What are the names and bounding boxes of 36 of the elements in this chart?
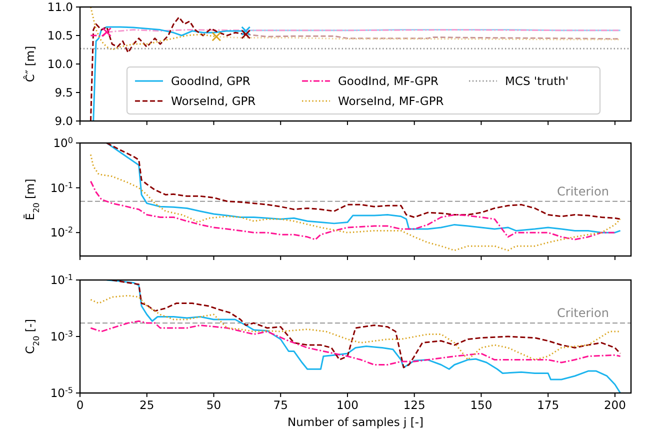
y-tick-label: 10$^{-5}$ — [50, 386, 73, 400]
x-tick-label: 150 — [470, 398, 492, 412]
y-tick-label: 10.0 — [47, 57, 73, 71]
x-tick-label: 125 — [403, 398, 426, 412]
line-series — [90, 7, 218, 50]
y-tick-label: 9.0 — [54, 114, 73, 128]
line-series — [111, 280, 622, 368]
y-axis-title: Ĉ″ [m] — [23, 46, 37, 82]
x-tick-label: 75 — [273, 398, 288, 412]
x-tick-label: 200 — [604, 398, 626, 412]
x-tick-label: 50 — [206, 398, 222, 412]
y-tick-label: 10$^{-2}$ — [50, 225, 73, 240]
line-series — [90, 154, 622, 252]
line-series — [90, 294, 622, 361]
legend-label: MCS 'truth' — [505, 74, 569, 88]
x-tick-label: 25 — [140, 398, 154, 412]
ref-line-label: Criterion — [557, 184, 609, 198]
legend-label: WorseInd, GPR — [171, 94, 256, 108]
y-tick-label: 10$^{-1}$ — [50, 272, 73, 287]
legend-label: GoodInd, MF-GPR — [338, 74, 439, 88]
y-tick-label: 10$^{-1}$ — [50, 180, 73, 195]
ref-line-label: Criterion — [557, 306, 609, 320]
y-tick-label: 10$^{-3}$ — [50, 329, 73, 344]
y-tick-label: 10$^{0}$ — [53, 136, 73, 150]
x-tick-label: 0 — [76, 398, 84, 412]
line-series — [90, 320, 622, 366]
y-tick-label: 10.5 — [47, 28, 73, 42]
x-tick-label: 175 — [537, 398, 560, 412]
y-tick-label: 11.0 — [47, 0, 73, 14]
x-axis-title: Number of samples j [-] — [287, 415, 424, 429]
line-series — [90, 180, 616, 240]
legend-label: GoodInd, GPR — [171, 74, 250, 88]
x-tick-label: 100 — [336, 398, 358, 412]
y-tick-label: 9.5 — [54, 86, 73, 100]
legend-label: WorseInd, MF-GPR — [338, 94, 444, 108]
line-series — [106, 280, 622, 393]
